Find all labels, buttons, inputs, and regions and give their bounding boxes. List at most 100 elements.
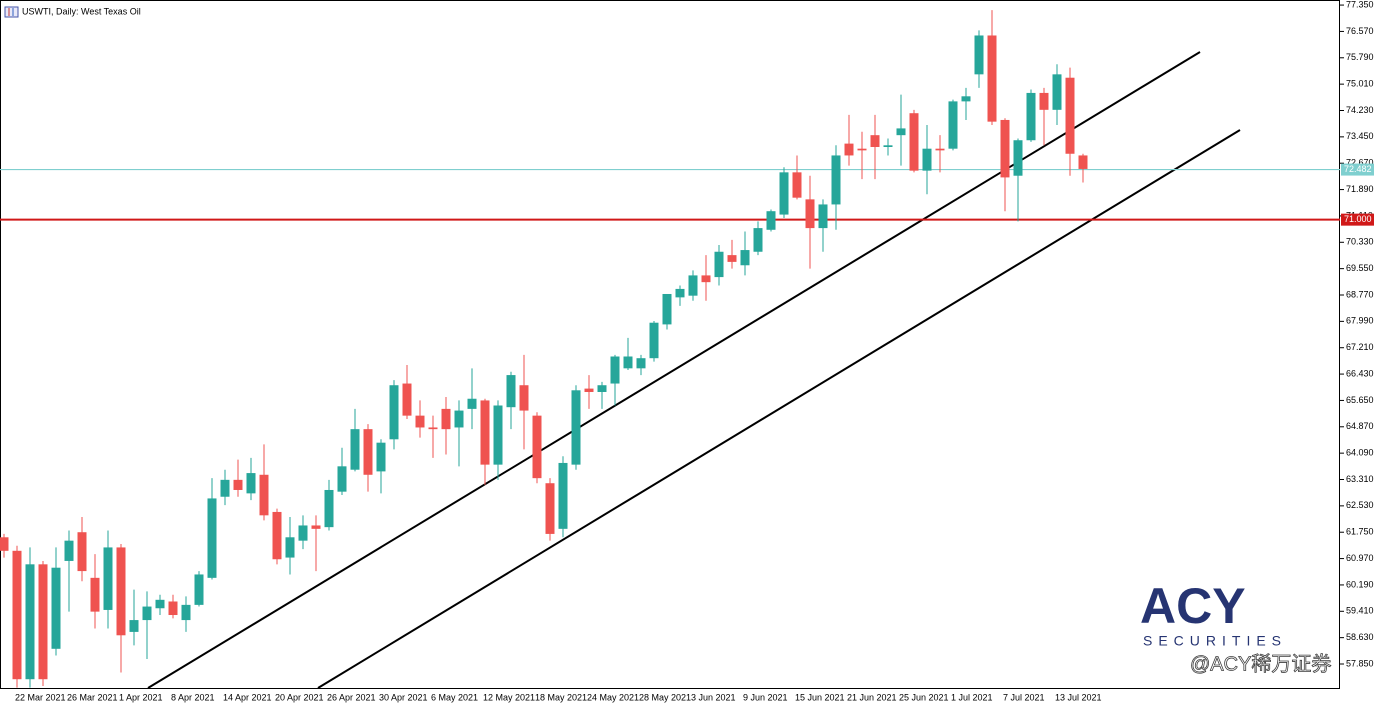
candle — [766, 209, 776, 232]
candle-body — [740, 250, 750, 266]
candle-body — [649, 322, 659, 359]
candle-body — [883, 145, 893, 147]
candle — [545, 478, 555, 541]
candle — [467, 368, 477, 430]
candle-body — [623, 356, 633, 369]
candle — [740, 231, 750, 276]
x-tick-label: 3 Jun 2021 — [691, 692, 736, 702]
candle — [922, 125, 932, 195]
candle — [246, 457, 256, 501]
candle-body — [298, 525, 308, 541]
y-tick-label: 65.650 — [1346, 395, 1374, 405]
candle-body — [454, 410, 464, 428]
title-icon — [4, 6, 19, 18]
candle-body — [116, 547, 126, 636]
candle-body — [272, 511, 282, 560]
trend-line — [147, 51, 1201, 689]
candle — [961, 87, 971, 120]
y-tick-label: 60.190 — [1346, 579, 1374, 589]
candle-body — [831, 155, 841, 205]
candle-body — [103, 547, 113, 610]
candle — [779, 167, 789, 218]
candle-body — [12, 550, 22, 680]
candle-body — [701, 275, 711, 283]
y-tick-label: 61.750 — [1346, 527, 1374, 537]
y-tick-label: 73.450 — [1346, 131, 1374, 141]
candle-body — [558, 462, 568, 529]
candle — [77, 517, 87, 582]
level-label-box — [1341, 213, 1374, 226]
candle — [870, 114, 880, 180]
candle-body — [350, 429, 360, 470]
candle-body — [805, 199, 815, 229]
candle — [272, 508, 282, 565]
candle-body — [324, 489, 334, 528]
candle — [584, 375, 594, 409]
candle — [363, 424, 373, 492]
y-tick-label: 67.990 — [1346, 316, 1374, 326]
candle-body — [896, 128, 906, 136]
candle-body — [961, 96, 971, 102]
candle — [844, 114, 854, 166]
candle-body — [909, 113, 919, 171]
candle-body — [90, 577, 100, 612]
candle-body — [584, 388, 594, 392]
candle — [233, 459, 243, 497]
candle — [1078, 153, 1088, 183]
candle-body — [610, 356, 620, 384]
y-tick-label: 70.330 — [1346, 237, 1374, 247]
candle-body — [662, 293, 672, 325]
x-tick-label: 26 Mar 2021 — [67, 692, 118, 702]
candle-body — [181, 604, 191, 621]
candle-body — [506, 375, 516, 408]
candle — [285, 517, 295, 575]
candle — [1065, 67, 1075, 176]
x-tick-label: 12 May 2021 — [483, 692, 535, 702]
candle-body — [246, 473, 256, 494]
y-tick-label: 58.630 — [1346, 632, 1374, 642]
candle-body — [532, 415, 542, 479]
candle-body — [38, 564, 48, 680]
candle-body — [285, 537, 295, 558]
candle — [805, 175, 815, 269]
candle-body — [168, 601, 178, 616]
x-tick-label: 6 May 2021 — [431, 692, 478, 702]
candle — [1039, 87, 1049, 146]
candle — [506, 371, 516, 430]
level-label-box — [1341, 163, 1374, 176]
candle-body — [727, 255, 737, 262]
y-tick-label: 71.890 — [1346, 184, 1374, 194]
x-tick-label: 15 Jun 2021 — [795, 692, 845, 702]
candle — [610, 354, 620, 406]
y-tick-label: 57.850 — [1346, 658, 1374, 668]
candle-body — [376, 442, 386, 472]
candle-body — [636, 358, 646, 369]
y-tick-label: 74.230 — [1346, 105, 1374, 115]
y-tick-label: 69.550 — [1346, 263, 1374, 273]
x-tick-label: 1 Jul 2021 — [951, 692, 993, 702]
x-tick-label: 28 May 2021 — [639, 692, 691, 702]
candle — [1026, 89, 1036, 142]
candle-body — [870, 135, 880, 147]
x-tick-label: 18 May 2021 — [535, 692, 587, 702]
candle-body — [25, 564, 35, 680]
candle-body — [766, 211, 776, 230]
candle — [792, 155, 802, 200]
candle-body — [987, 35, 997, 122]
candle — [909, 109, 919, 173]
candle — [883, 138, 893, 156]
candle-body — [402, 383, 412, 416]
y-tick-label: 67.210 — [1346, 342, 1374, 352]
candle — [298, 515, 308, 550]
candle — [90, 554, 100, 629]
candle — [64, 530, 74, 612]
y-tick-label: 64.090 — [1346, 448, 1374, 458]
candle — [441, 397, 451, 455]
candle-body — [155, 599, 165, 609]
candle-body — [792, 172, 802, 198]
candle-body — [220, 479, 230, 497]
x-tick-label: 14 Apr 2021 — [223, 692, 272, 702]
candle — [181, 596, 191, 632]
candle-body — [51, 567, 61, 649]
